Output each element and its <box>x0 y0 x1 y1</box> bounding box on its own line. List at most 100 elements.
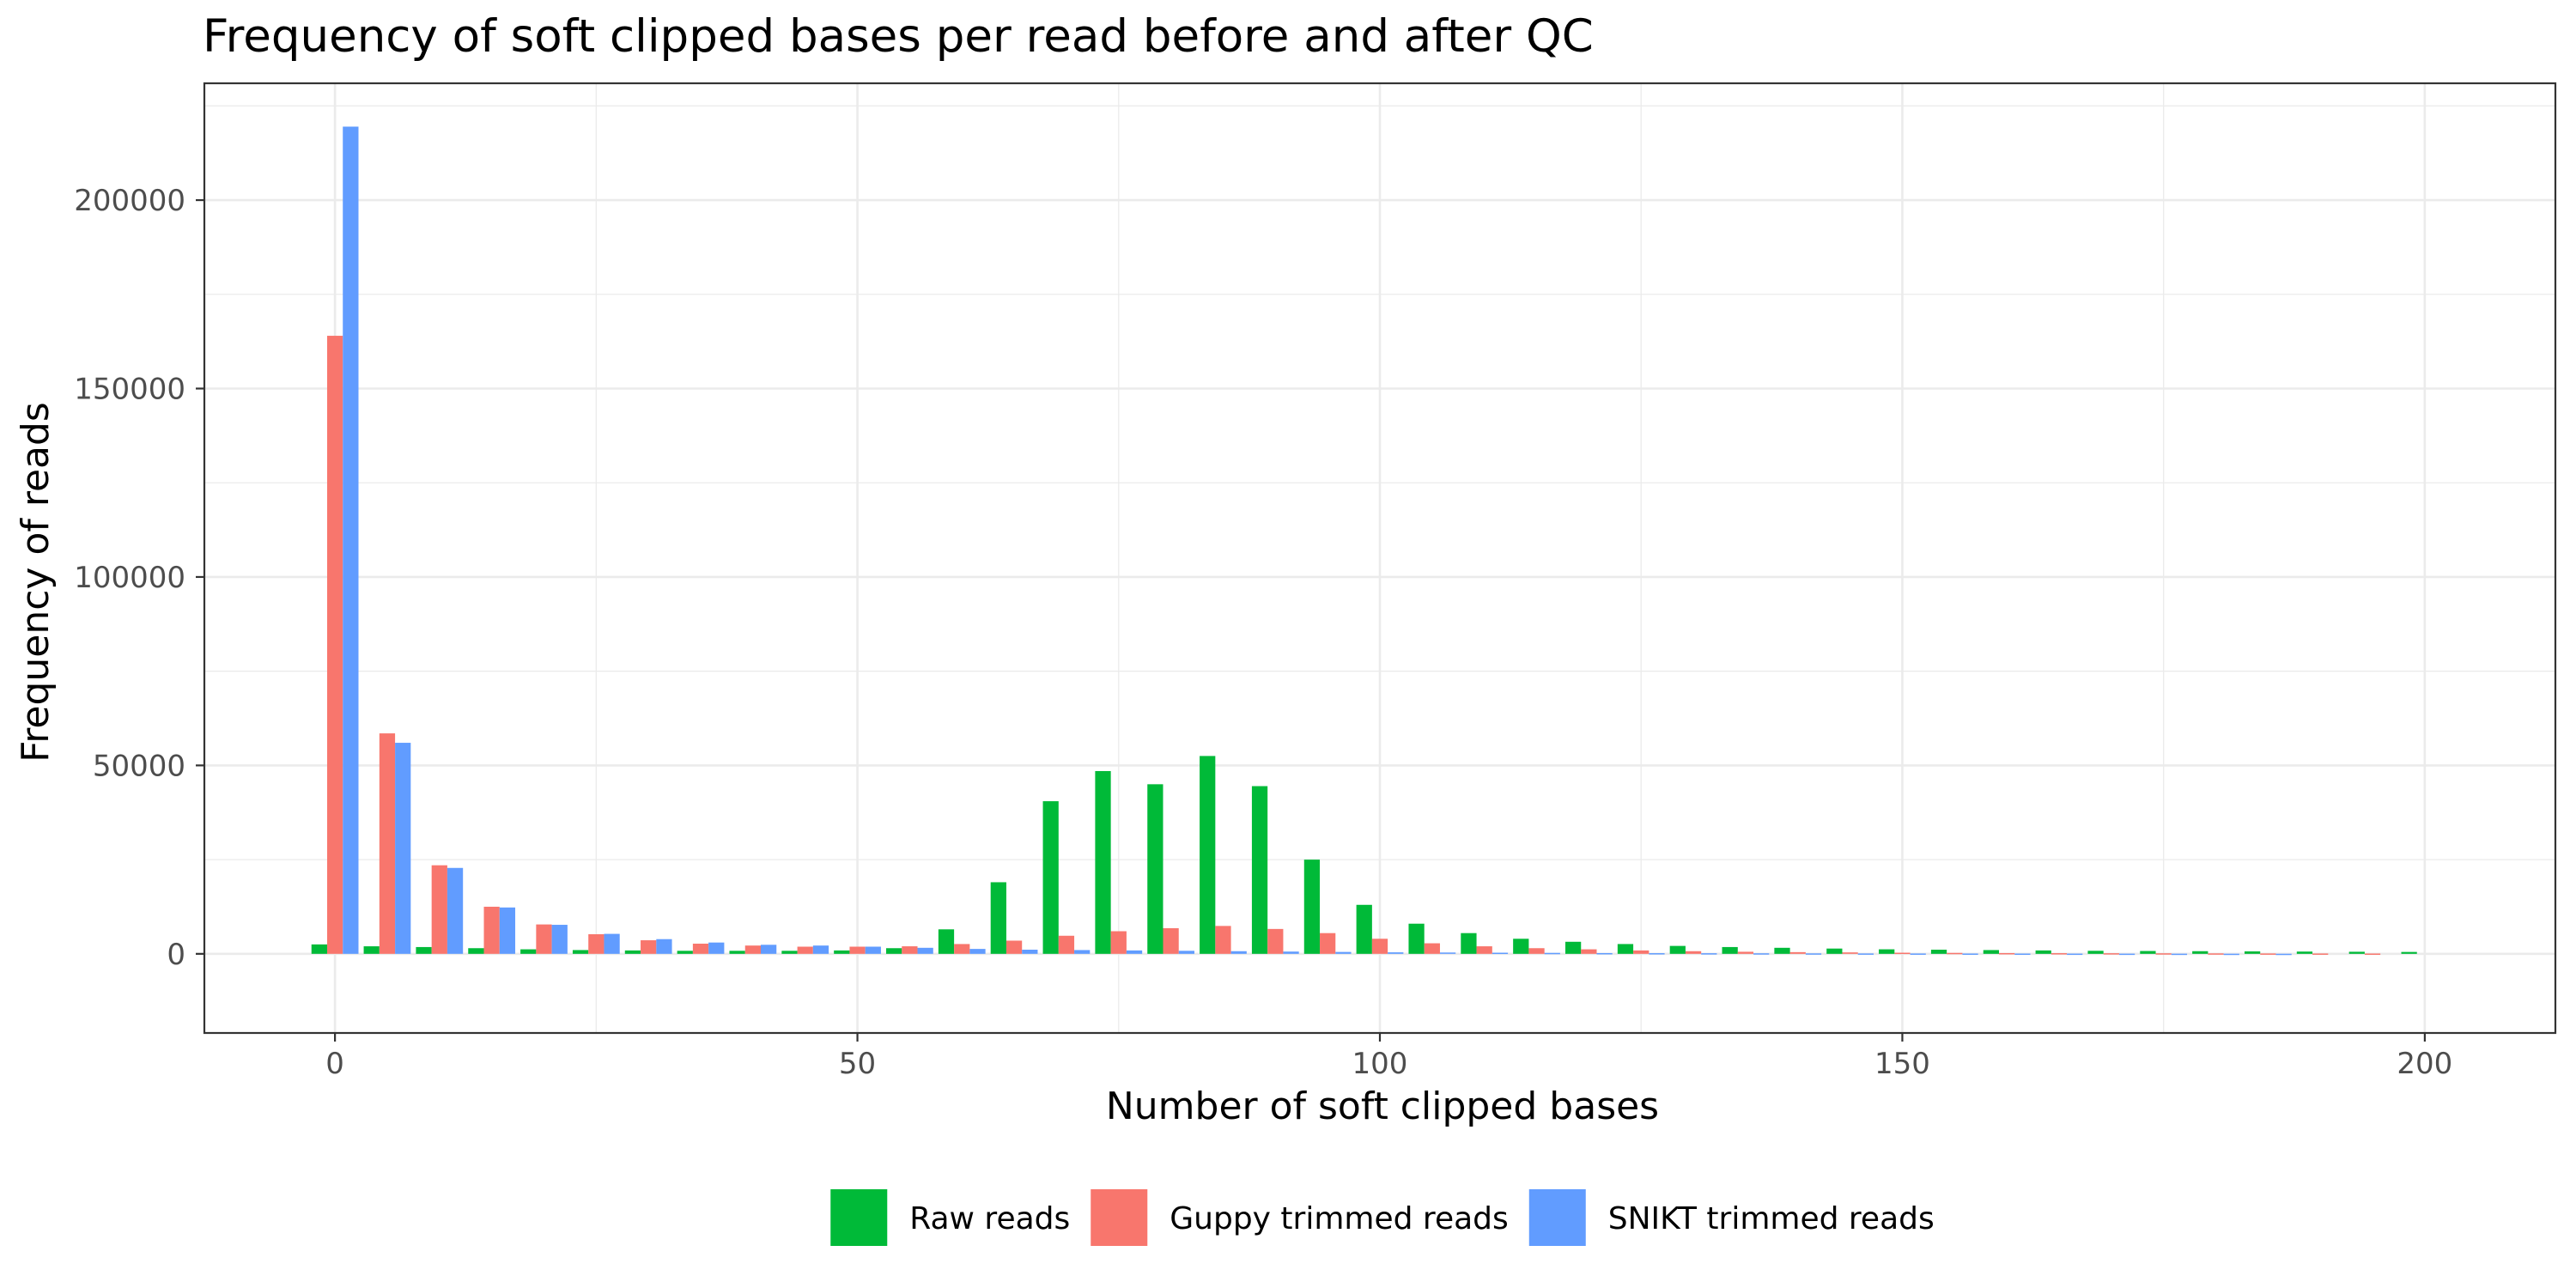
legend-key-raw-reads <box>830 1189 888 1246</box>
bar-snikt-trimmed-reads <box>2171 953 2188 956</box>
y-tick-label: 0 <box>167 938 185 972</box>
bar-raw-reads <box>2087 951 2104 954</box>
bar-snikt-trimmed-reads <box>343 126 359 954</box>
x-tick-label: 0 <box>325 1047 344 1081</box>
bar-snikt-trimmed-reads <box>1805 953 1822 955</box>
legend-key-guppy-trimmed-reads <box>1091 1189 1148 1246</box>
bar-raw-reads <box>1042 801 1059 954</box>
bar-snikt-trimmed-reads <box>969 949 986 954</box>
bar-raw-reads <box>1564 941 1582 954</box>
bar-guppy-trimmed-reads <box>954 944 970 954</box>
bar-snikt-trimmed-reads <box>1544 952 1560 955</box>
bar-guppy-trimmed-reads <box>1633 950 1649 954</box>
x-axis-title: Number of soft clipped bases <box>1106 1084 1659 1128</box>
bar-raw-reads <box>2296 951 2313 954</box>
bar-snikt-trimmed-reads <box>1753 953 1770 955</box>
bar-raw-reads <box>1303 860 1321 954</box>
bar-guppy-trimmed-reads <box>1267 928 1284 954</box>
bar-guppy-trimmed-reads <box>1163 927 1179 954</box>
bar-guppy-trimmed-reads <box>2260 953 2276 955</box>
bar-raw-reads <box>938 929 955 954</box>
bar-guppy-trimmed-reads <box>641 940 657 954</box>
bar-guppy-trimmed-reads <box>588 934 605 954</box>
bar-raw-reads <box>677 951 693 954</box>
bar-raw-reads <box>781 951 798 954</box>
bar-raw-reads <box>1617 944 1634 954</box>
bar-raw-reads <box>468 948 484 954</box>
bar-guppy-trimmed-reads <box>1058 935 1075 954</box>
bar-snikt-trimmed-reads <box>1230 951 1247 954</box>
bar-raw-reads <box>1095 770 1111 954</box>
bar-snikt-trimmed-reads <box>917 947 933 954</box>
bar-raw-reads <box>1983 950 2000 954</box>
bar-raw-reads <box>1356 904 1372 954</box>
bar-guppy-trimmed-reads <box>849 946 866 954</box>
bar-raw-reads <box>1251 786 1268 954</box>
bar-snikt-trimmed-reads <box>1335 951 1352 954</box>
bar-raw-reads <box>990 882 1006 954</box>
legend-key-snikt-trimmed-reads <box>1528 1189 1586 1246</box>
bar-snikt-trimmed-reads <box>1439 952 1456 954</box>
chart-title: Frequency of soft clipped bases per read… <box>203 10 1594 63</box>
bar-guppy-trimmed-reads <box>744 945 761 954</box>
bar-guppy-trimmed-reads <box>1685 951 1702 954</box>
bar-raw-reads <box>1513 939 1529 954</box>
bar-guppy-trimmed-reads <box>431 865 447 954</box>
y-tick-label: 50000 <box>93 749 185 783</box>
bar-guppy-trimmed-reads <box>1371 939 1388 954</box>
bar-raw-reads <box>886 948 902 954</box>
bar-raw-reads <box>729 951 745 954</box>
bar-guppy-trimmed-reads <box>2208 953 2224 955</box>
bar-snikt-trimmed-reads <box>2067 953 2083 956</box>
bar-raw-reads <box>2348 951 2365 954</box>
bar-guppy-trimmed-reads <box>1947 952 1963 955</box>
bar-snikt-trimmed-reads <box>1388 952 1404 954</box>
bar-guppy-trimmed-reads <box>483 906 500 954</box>
bar-guppy-trimmed-reads <box>1424 943 1440 954</box>
bar-raw-reads <box>1408 923 1425 954</box>
x-tick-label: 50 <box>839 1047 876 1081</box>
bar-snikt-trimmed-reads <box>1649 953 1665 955</box>
bar-snikt-trimmed-reads <box>2223 953 2239 956</box>
bar-guppy-trimmed-reads <box>1005 940 1023 954</box>
y-tick-label: 150000 <box>74 373 185 407</box>
bar-snikt-trimmed-reads <box>551 925 568 954</box>
bar-snikt-trimmed-reads <box>2014 953 2031 956</box>
bar-snikt-trimmed-reads <box>1178 951 1195 954</box>
bar-snikt-trimmed-reads <box>1857 953 1874 955</box>
bar-raw-reads <box>311 944 327 954</box>
y-axis-title: Frequency of reads <box>14 402 58 762</box>
bar-guppy-trimmed-reads <box>379 733 396 954</box>
legend-label-raw-reads: Raw reads <box>909 1201 1070 1236</box>
legend-label-snikt-trimmed-reads: SNIKT trimmed reads <box>1608 1201 1935 1236</box>
bar-guppy-trimmed-reads <box>2312 953 2329 955</box>
bar-raw-reads <box>1930 950 1947 954</box>
bar-raw-reads <box>520 949 537 954</box>
bar-snikt-trimmed-reads <box>1283 951 1299 954</box>
bar-raw-reads <box>1826 948 1843 954</box>
y-axis: 0 50000 100000 150000 200000 <box>74 184 204 972</box>
bar-guppy-trimmed-reads <box>902 946 918 954</box>
bar-snikt-trimmed-reads <box>1022 950 1038 954</box>
bar-snikt-trimmed-reads <box>604 933 620 954</box>
bar-guppy-trimmed-reads <box>1215 926 1231 954</box>
bar-raw-reads <box>572 950 589 954</box>
x-tick-label: 200 <box>2397 1047 2452 1081</box>
bar-snikt-trimmed-reads <box>1126 950 1143 954</box>
bar-raw-reads <box>2244 951 2261 954</box>
bar-snikt-trimmed-reads <box>447 867 464 954</box>
bar-guppy-trimmed-reads <box>1842 952 1858 954</box>
bar-snikt-trimmed-reads <box>656 939 672 954</box>
bar-guppy-trimmed-reads <box>326 336 343 954</box>
bar-snikt-trimmed-reads <box>2118 953 2136 956</box>
bar-snikt-trimmed-reads <box>760 945 777 954</box>
legend-label-guppy-trimmed-reads: Guppy trimmed reads <box>1170 1201 1509 1236</box>
y-tick-label: 100000 <box>74 561 185 595</box>
bar-raw-reads <box>834 950 850 954</box>
grid-lines <box>204 83 2555 1033</box>
bar-raw-reads <box>2401 951 2417 954</box>
bar-guppy-trimmed-reads <box>1581 949 1597 954</box>
bar-snikt-trimmed-reads <box>2275 953 2292 956</box>
bar-guppy-trimmed-reads <box>1737 951 1754 954</box>
